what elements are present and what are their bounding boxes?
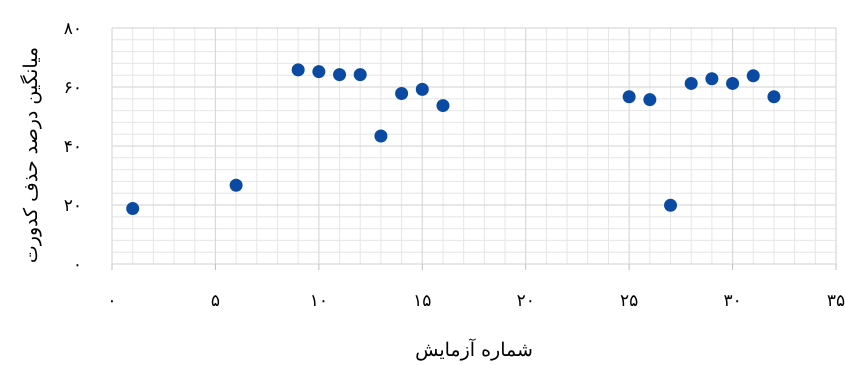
data-point <box>664 198 678 212</box>
data-point <box>395 86 409 100</box>
data-point <box>746 69 760 83</box>
y-tick-label: ۲۰ <box>64 196 82 216</box>
y-axis-title: میانگین درصد حذف کدورت <box>19 47 42 263</box>
data-point <box>333 68 347 82</box>
data-point <box>312 65 326 79</box>
x-axis: ۰ ۵ ۱۰ ۱۵ ۲۰ ۲۵ ۳۰ ۳۵ <box>107 264 845 311</box>
data-point <box>684 76 698 90</box>
y-tick-label: ۶۰ <box>64 78 82 98</box>
x-tick-label: ۳۵ <box>827 291 845 311</box>
data-point <box>374 129 388 143</box>
x-tick-label: ۵ <box>211 291 220 311</box>
major-grid <box>111 27 837 265</box>
x-tick-label: ۳۰ <box>723 291 741 311</box>
x-tick-label: ۲۰ <box>517 291 535 311</box>
y-tick-label: ۸۰ <box>64 19 82 39</box>
x-tick-label: ۱۰ <box>310 291 328 311</box>
data-point <box>353 68 367 82</box>
y-tick-label: ۴۰ <box>64 137 82 157</box>
y-tick-label: ۰ <box>73 255 82 275</box>
data-point <box>726 76 740 90</box>
data-point <box>705 72 719 86</box>
data-point <box>126 202 140 216</box>
y-axis: ۰ ۲۰ ۴۰ ۶۰ ۸۰ <box>64 19 82 275</box>
data-point <box>643 93 657 107</box>
data-point <box>229 178 243 192</box>
x-tick-label: ۲۵ <box>620 291 638 311</box>
data-point <box>291 63 305 77</box>
data-point <box>415 82 429 96</box>
data-point <box>767 90 781 104</box>
x-axis-title: شماره آزمایش <box>415 338 533 361</box>
x-tick-label: ۰ <box>107 291 116 311</box>
x-tick-label: ۱۵ <box>413 291 431 311</box>
data-point <box>622 90 636 104</box>
data-point <box>436 99 450 113</box>
data-points <box>126 63 781 216</box>
